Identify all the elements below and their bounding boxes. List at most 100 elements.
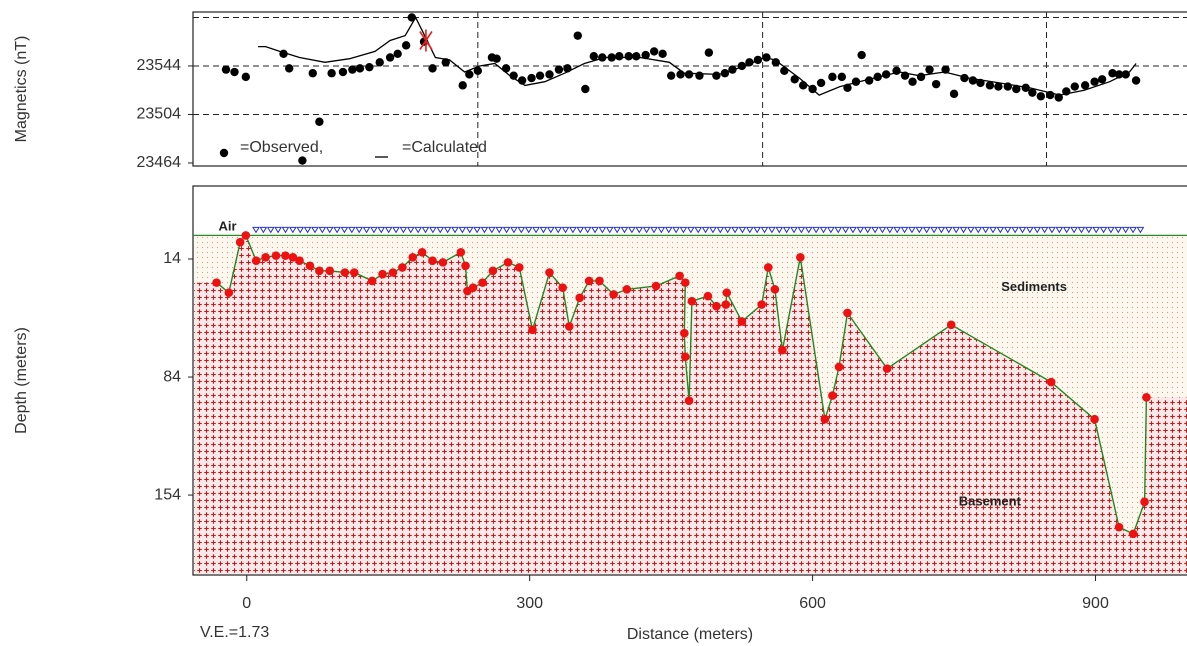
observed-point (881, 70, 891, 79)
legend-label: =Observed, (240, 139, 323, 156)
basement-point (684, 396, 694, 405)
selected-marker (419, 29, 433, 52)
station (782, 226, 791, 234)
observed-point (393, 49, 402, 59)
station (1084, 226, 1093, 234)
station (1062, 226, 1071, 234)
observed-point (624, 52, 633, 61)
basement-point (687, 296, 697, 306)
station (465, 226, 474, 234)
basement-point (680, 328, 689, 338)
observed-point (1003, 82, 1013, 91)
observed-point (985, 81, 995, 90)
basement-point (271, 251, 281, 260)
basement-point (609, 290, 618, 299)
basement-point (675, 271, 684, 281)
station (908, 226, 916, 234)
observed-point (1028, 88, 1037, 97)
y-tick-label: 154 (154, 486, 181, 503)
basement-point (770, 285, 780, 294)
region-label: Basement (959, 493, 1022, 508)
observed-point (720, 69, 730, 78)
station (583, 226, 592, 234)
basement-point (584, 276, 594, 286)
observed-point (968, 76, 978, 85)
station (768, 226, 776, 234)
station (760, 226, 769, 234)
station (487, 226, 496, 234)
y-axis-label: Depth (meters) (13, 327, 30, 434)
station (517, 226, 526, 234)
observed-point (900, 71, 910, 80)
observed-point (428, 64, 437, 73)
basement-point (456, 247, 466, 257)
observed-point (808, 84, 817, 94)
basement-point (721, 300, 731, 309)
observed-point (816, 78, 826, 88)
station (274, 226, 282, 234)
observed-point (798, 81, 808, 90)
station (569, 226, 577, 234)
observed-point (1131, 76, 1141, 85)
observed-point (581, 84, 590, 94)
station (561, 226, 570, 234)
observed-point (704, 48, 714, 57)
basement-point (575, 293, 584, 303)
observed-point (315, 117, 324, 126)
station (709, 226, 717, 234)
observed-point (545, 70, 554, 79)
basement-point (288, 253, 298, 262)
station (370, 226, 378, 234)
region-label: Air (218, 218, 236, 233)
station (591, 226, 599, 234)
station (723, 226, 732, 234)
x-axis-label: Distance (meters) (627, 626, 753, 643)
basement-point (367, 276, 377, 286)
station (252, 226, 260, 234)
observed-point (666, 71, 676, 80)
station (981, 226, 990, 234)
station (841, 226, 850, 234)
station (900, 226, 909, 234)
observed-point (873, 72, 882, 82)
basement-point (235, 237, 245, 247)
observed-point (365, 62, 374, 72)
observed-point (857, 50, 866, 60)
observed-point (1114, 70, 1124, 79)
observed-point (695, 71, 704, 80)
station (524, 226, 533, 234)
basement-point (325, 266, 335, 276)
observed-point (298, 156, 307, 165)
station (340, 226, 349, 234)
station (325, 226, 334, 234)
station (893, 226, 902, 234)
panel-frame (192, 11, 1187, 167)
y-tick-label: 14 (163, 250, 181, 267)
station (443, 226, 452, 234)
station (974, 226, 983, 234)
station (826, 226, 835, 234)
station (650, 226, 658, 234)
station (856, 226, 865, 234)
observed-point (509, 71, 518, 80)
station (436, 226, 445, 234)
x-tick-label: 0 (242, 595, 251, 612)
observed-point (790, 75, 799, 84)
station (922, 226, 931, 234)
observed-point (753, 55, 763, 65)
station (355, 226, 364, 234)
basement-point (315, 266, 324, 276)
observed-point (327, 69, 336, 78)
station (1136, 226, 1145, 234)
basement-point (737, 317, 747, 326)
station (672, 226, 680, 234)
basement-point (828, 391, 837, 400)
observed-point (658, 49, 667, 59)
observed-point (385, 53, 395, 62)
observed-point (230, 67, 239, 77)
station (657, 226, 666, 234)
station (716, 226, 725, 234)
basement-point (622, 285, 632, 294)
observed-point (527, 73, 536, 83)
basement-point (224, 288, 234, 298)
